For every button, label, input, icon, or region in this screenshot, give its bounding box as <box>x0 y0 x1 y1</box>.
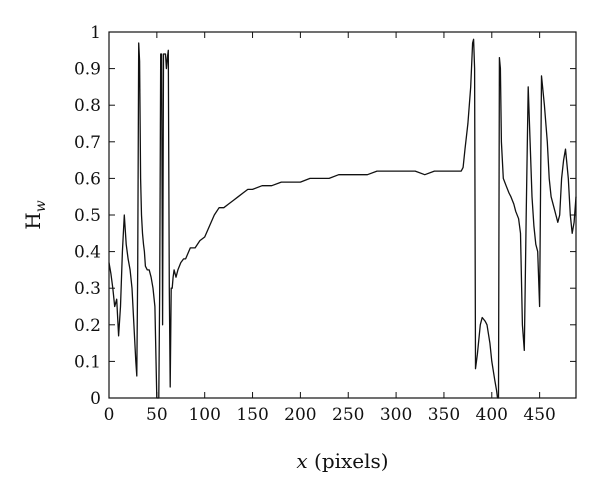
x-tick-label: 100 <box>188 405 220 425</box>
y-tick-label: 0 <box>90 389 101 409</box>
y-tick-label: 0.5 <box>74 206 101 226</box>
y-tick-label: 0.8 <box>74 96 101 116</box>
y-axis-label-subscript: w <box>33 200 49 212</box>
y-tick-label: 0.1 <box>74 352 101 372</box>
y-axis-ticks: 0 0.1 0.2 0.3 0.4 0.5 0.6 0.7 0.8 0.9 1 <box>74 23 576 409</box>
x-tick-label: 350 <box>428 405 460 425</box>
x-tick-label: 300 <box>380 405 412 425</box>
x-tick-label: 150 <box>236 405 268 425</box>
x-axis-label-unit: (pixels) <box>308 449 389 473</box>
x-axis-ticks: 0 50 100 150 200 250 300 350 400 450 <box>104 32 556 425</box>
y-tick-label: 0.7 <box>74 133 101 153</box>
y-tick-label: 0.4 <box>74 243 101 263</box>
y-axis-label: Hw <box>21 200 49 229</box>
y-tick-label: 1 <box>90 23 101 43</box>
x-axis-label: x (pixels) <box>296 449 388 473</box>
y-axis-label-main: H <box>21 212 45 229</box>
x-tick-label: 250 <box>332 405 364 425</box>
x-axis-label-variable: x <box>296 449 307 473</box>
y-tick-label: 0.6 <box>74 169 101 189</box>
x-tick-label: 0 <box>104 405 115 425</box>
y-tick-label: 0.3 <box>74 279 101 299</box>
plot-area <box>108 38 577 399</box>
y-tick-label: 0.9 <box>74 60 101 80</box>
x-tick-label: 50 <box>146 405 168 425</box>
x-tick-label: 200 <box>284 405 316 425</box>
x-tick-label: 450 <box>523 405 555 425</box>
plot-frame <box>108 31 577 399</box>
y-tick-label: 0.2 <box>74 316 101 336</box>
series-line <box>108 38 577 399</box>
x-tick-label: 400 <box>476 405 508 425</box>
